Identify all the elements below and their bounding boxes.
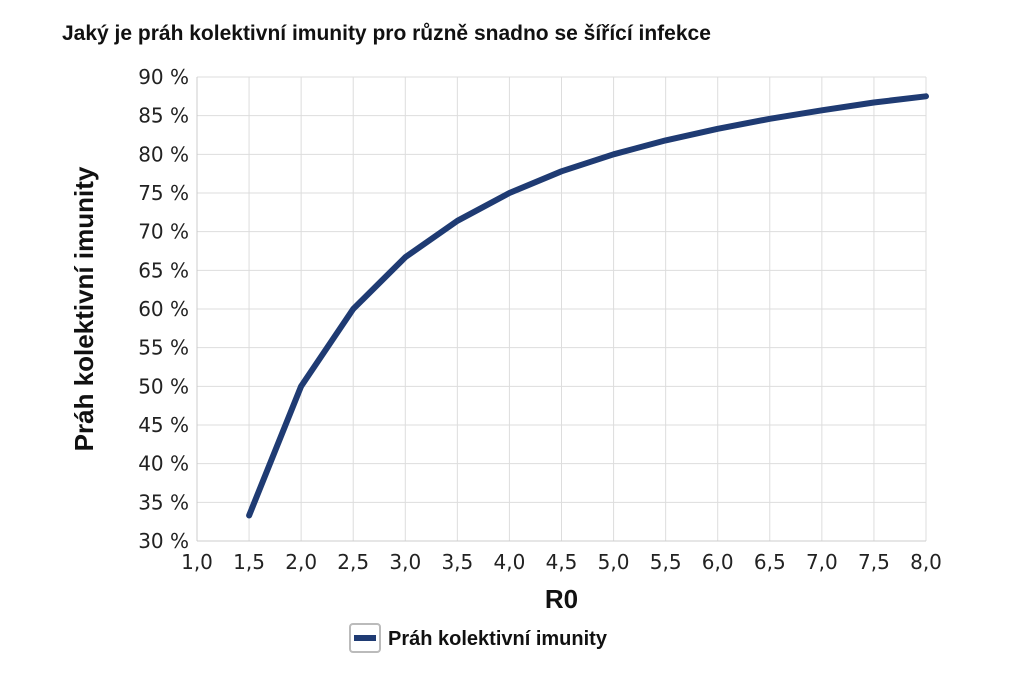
x-tick-label: 5,5: [650, 550, 682, 574]
y-tick-label: 65 %: [138, 258, 189, 282]
x-tick-label: 1,5: [233, 550, 265, 574]
x-tick-label: 1,0: [181, 550, 213, 574]
y-axis-title: Práh kolektivní imunity: [69, 166, 99, 451]
x-tick-label: 2,0: [285, 550, 317, 574]
y-tick-label: 40 %: [138, 452, 189, 476]
y-tick-label: 90 %: [138, 65, 189, 89]
y-tick-label: 55 %: [138, 336, 189, 360]
x-tick-label: 6,0: [702, 550, 734, 574]
series-line: [246, 93, 929, 519]
x-tick-label: 8,0: [910, 550, 942, 574]
x-tick-label: 3,5: [441, 550, 473, 574]
y-tick-label: 75 %: [138, 181, 189, 205]
grid-lines: [196, 76, 927, 542]
y-tick-label: 35 %: [138, 490, 189, 514]
chart-title: Jaký je práh kolektivní imunity pro různ…: [62, 22, 711, 45]
x-tick-label: 6,5: [754, 550, 786, 574]
legend-label: Práh kolektivní imunity: [388, 628, 608, 650]
y-tick-label: 45 %: [138, 413, 189, 437]
x-tick-label: 3,0: [389, 550, 421, 574]
x-tick-label: 7,5: [858, 550, 890, 574]
x-axis-title: R0: [545, 584, 578, 614]
x-axis-tick-labels: 1,0 1,5 2,0 2,5 3,0 3,5 4,0 4,5 5,0 5,5 6,0 6,5 7,0 7…: [181, 550, 942, 574]
x-tick-label: 7,0: [806, 550, 838, 574]
x-tick-label: 4,5: [546, 550, 578, 574]
series: [246, 93, 929, 519]
y-tick-label: 50 %: [138, 374, 189, 398]
x-tick-label: 4,0: [494, 550, 526, 574]
axes: [196, 77, 926, 542]
y-tick-label: 60 %: [138, 297, 189, 321]
legend: Práh kolektivní imunity: [349, 623, 608, 653]
x-tick-label: 2,5: [337, 550, 369, 574]
y-tick-label: 30 %: [138, 529, 189, 553]
y-tick-label: 85 %: [138, 104, 189, 128]
y-axis-tick-labels: 30 % 35 % 40 % 45 % 50 % 55 % 60 % 65 % 70 % 75 %…: [138, 65, 189, 553]
y-tick-label: 80 %: [138, 142, 189, 166]
x-tick-label: 5,0: [598, 550, 630, 574]
y-tick-label: 70 %: [138, 220, 189, 244]
